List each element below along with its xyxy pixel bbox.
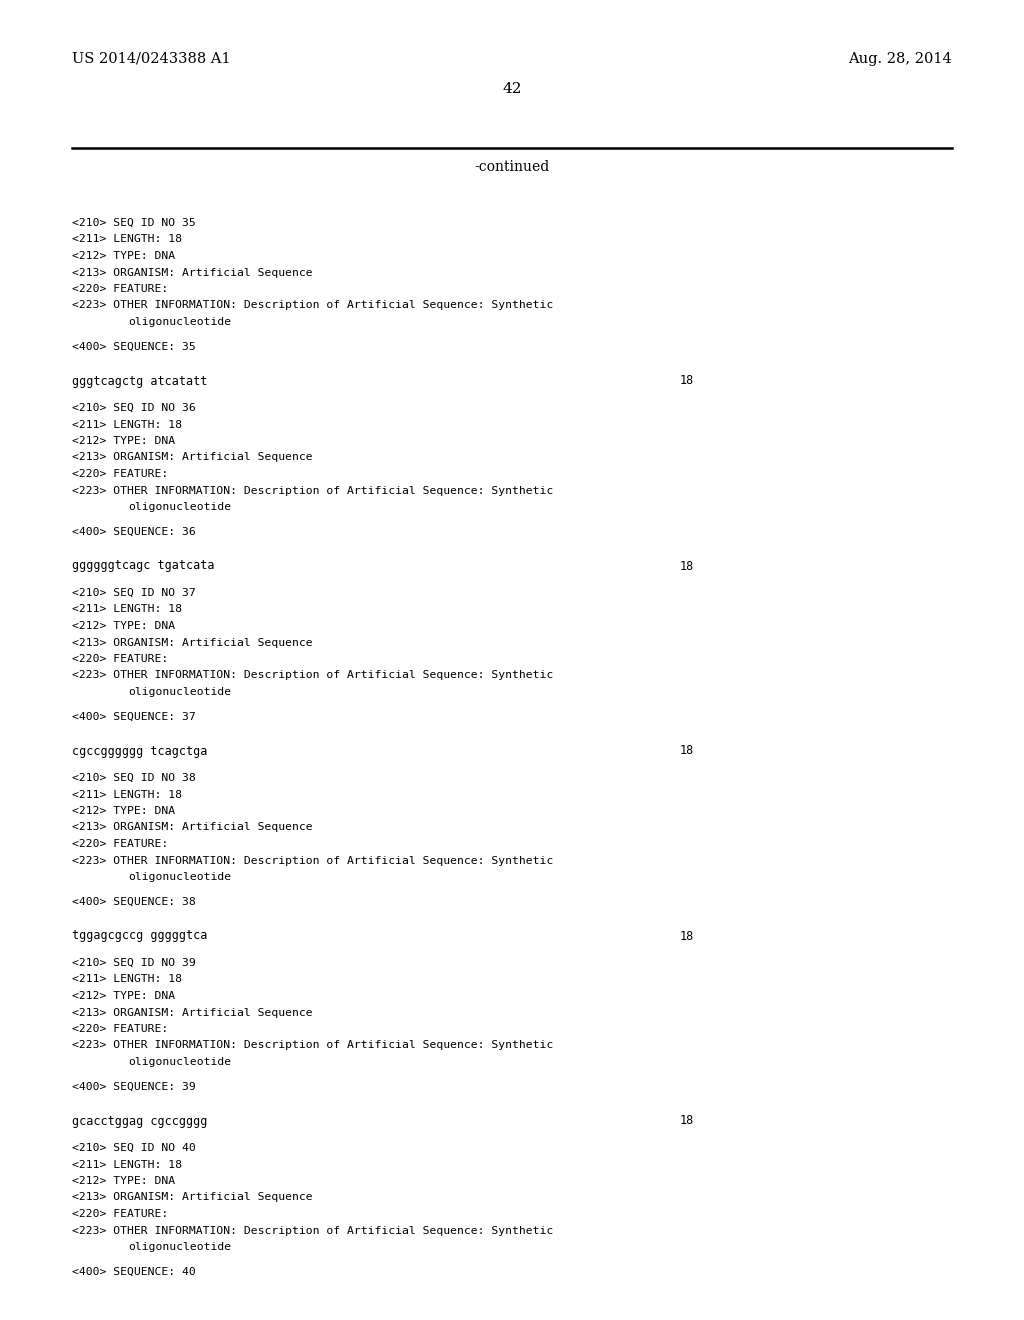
Text: <211> LENGTH: 18: <211> LENGTH: 18 bbox=[72, 605, 182, 615]
Text: <220> FEATURE:: <220> FEATURE: bbox=[72, 469, 168, 479]
Text: <212> TYPE: DNA: <212> TYPE: DNA bbox=[72, 1176, 175, 1185]
Text: <400> SEQUENCE: 39: <400> SEQUENCE: 39 bbox=[72, 1081, 196, 1092]
Text: <223> OTHER INFORMATION: Description of Artificial Sequence: Synthetic: <223> OTHER INFORMATION: Description of … bbox=[72, 1225, 553, 1236]
Text: <213> ORGANISM: Artificial Sequence: <213> ORGANISM: Artificial Sequence bbox=[72, 822, 312, 833]
Text: <223> OTHER INFORMATION: Description of Artificial Sequence: Synthetic: <223> OTHER INFORMATION: Description of … bbox=[72, 855, 553, 866]
Text: oligonucleotide: oligonucleotide bbox=[128, 317, 231, 327]
Text: 18: 18 bbox=[680, 929, 694, 942]
Text: <213> ORGANISM: Artificial Sequence: <213> ORGANISM: Artificial Sequence bbox=[72, 1007, 312, 1018]
Text: <210> SEQ ID NO 37: <210> SEQ ID NO 37 bbox=[72, 587, 196, 598]
Text: Aug. 28, 2014: Aug. 28, 2014 bbox=[848, 51, 952, 66]
Text: oligonucleotide: oligonucleotide bbox=[128, 1242, 231, 1251]
Text: gggtcagctg atcatatt: gggtcagctg atcatatt bbox=[72, 375, 208, 388]
Text: oligonucleotide: oligonucleotide bbox=[128, 686, 231, 697]
Text: 18: 18 bbox=[680, 560, 694, 573]
Text: <220> FEATURE:: <220> FEATURE: bbox=[72, 284, 168, 294]
Text: <210> SEQ ID NO 38: <210> SEQ ID NO 38 bbox=[72, 774, 196, 783]
Text: <213> ORGANISM: Artificial Sequence: <213> ORGANISM: Artificial Sequence bbox=[72, 268, 312, 277]
Text: oligonucleotide: oligonucleotide bbox=[128, 873, 231, 882]
Text: ggggggtcagc tgatcata: ggggggtcagc tgatcata bbox=[72, 560, 214, 573]
Text: oligonucleotide: oligonucleotide bbox=[128, 1057, 231, 1067]
Text: <210> SEQ ID NO 40: <210> SEQ ID NO 40 bbox=[72, 1143, 196, 1152]
Text: <212> TYPE: DNA: <212> TYPE: DNA bbox=[72, 251, 175, 261]
Text: tggagcgccg gggggtca: tggagcgccg gggggtca bbox=[72, 929, 208, 942]
Text: cgccgggggg tcagctga: cgccgggggg tcagctga bbox=[72, 744, 208, 758]
Text: US 2014/0243388 A1: US 2014/0243388 A1 bbox=[72, 51, 230, 66]
Text: <212> TYPE: DNA: <212> TYPE: DNA bbox=[72, 620, 175, 631]
Text: 18: 18 bbox=[680, 744, 694, 758]
Text: <212> TYPE: DNA: <212> TYPE: DNA bbox=[72, 807, 175, 816]
Text: <223> OTHER INFORMATION: Description of Artificial Sequence: Synthetic: <223> OTHER INFORMATION: Description of … bbox=[72, 301, 553, 310]
Text: <400> SEQUENCE: 38: <400> SEQUENCE: 38 bbox=[72, 896, 196, 907]
Text: <211> LENGTH: 18: <211> LENGTH: 18 bbox=[72, 974, 182, 985]
Text: <400> SEQUENCE: 36: <400> SEQUENCE: 36 bbox=[72, 527, 196, 536]
Text: <400> SEQUENCE: 40: <400> SEQUENCE: 40 bbox=[72, 1266, 196, 1276]
Text: oligonucleotide: oligonucleotide bbox=[128, 502, 231, 512]
Text: <213> ORGANISM: Artificial Sequence: <213> ORGANISM: Artificial Sequence bbox=[72, 638, 312, 648]
Text: 18: 18 bbox=[680, 375, 694, 388]
Text: <211> LENGTH: 18: <211> LENGTH: 18 bbox=[72, 1159, 182, 1170]
Text: gcacctggag cgccgggg: gcacctggag cgccgggg bbox=[72, 1114, 208, 1127]
Text: <210> SEQ ID NO 35: <210> SEQ ID NO 35 bbox=[72, 218, 196, 228]
Text: <212> TYPE: DNA: <212> TYPE: DNA bbox=[72, 436, 175, 446]
Text: <212> TYPE: DNA: <212> TYPE: DNA bbox=[72, 991, 175, 1001]
Text: <211> LENGTH: 18: <211> LENGTH: 18 bbox=[72, 420, 182, 429]
Text: <400> SEQUENCE: 35: <400> SEQUENCE: 35 bbox=[72, 342, 196, 351]
Text: <213> ORGANISM: Artificial Sequence: <213> ORGANISM: Artificial Sequence bbox=[72, 1192, 312, 1203]
Text: <213> ORGANISM: Artificial Sequence: <213> ORGANISM: Artificial Sequence bbox=[72, 453, 312, 462]
Text: <210> SEQ ID NO 36: <210> SEQ ID NO 36 bbox=[72, 403, 196, 413]
Text: <211> LENGTH: 18: <211> LENGTH: 18 bbox=[72, 789, 182, 800]
Text: <220> FEATURE:: <220> FEATURE: bbox=[72, 653, 168, 664]
Text: <220> FEATURE:: <220> FEATURE: bbox=[72, 1024, 168, 1034]
Text: <210> SEQ ID NO 39: <210> SEQ ID NO 39 bbox=[72, 958, 196, 968]
Text: 42: 42 bbox=[502, 82, 522, 96]
Text: <211> LENGTH: 18: <211> LENGTH: 18 bbox=[72, 235, 182, 244]
Text: <223> OTHER INFORMATION: Description of Artificial Sequence: Synthetic: <223> OTHER INFORMATION: Description of … bbox=[72, 486, 553, 495]
Text: <220> FEATURE:: <220> FEATURE: bbox=[72, 840, 168, 849]
Text: -continued: -continued bbox=[474, 160, 550, 174]
Text: <400> SEQUENCE: 37: <400> SEQUENCE: 37 bbox=[72, 711, 196, 722]
Text: 18: 18 bbox=[680, 1114, 694, 1127]
Text: <223> OTHER INFORMATION: Description of Artificial Sequence: Synthetic: <223> OTHER INFORMATION: Description of … bbox=[72, 1040, 553, 1051]
Text: <223> OTHER INFORMATION: Description of Artificial Sequence: Synthetic: <223> OTHER INFORMATION: Description of … bbox=[72, 671, 553, 681]
Text: <220> FEATURE:: <220> FEATURE: bbox=[72, 1209, 168, 1218]
